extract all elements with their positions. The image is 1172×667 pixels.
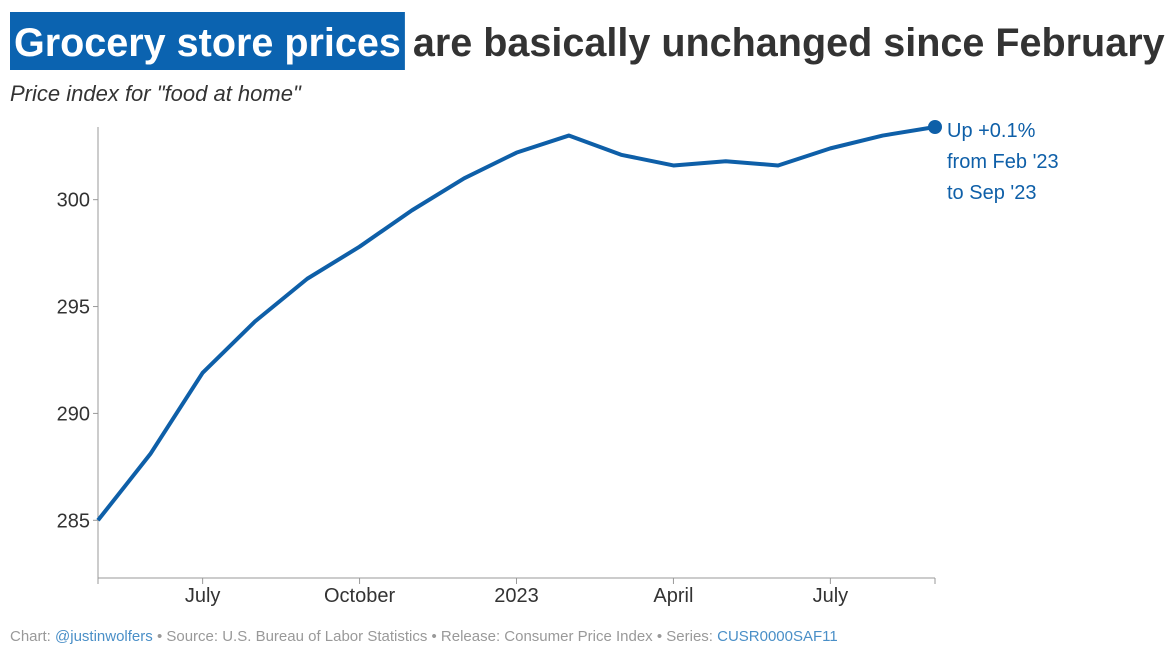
y-tick-label: 290 (57, 403, 90, 425)
source-prefix: Chart: (10, 628, 55, 645)
title-highlight-box (10, 12, 405, 70)
chart-title-highlight: Grocery store prices (14, 21, 401, 65)
source-text: • Source: U.S. Bureau of Labor Statistic… (153, 628, 717, 645)
annotation: from Feb '23 (947, 151, 1059, 173)
x-tick-label: October (324, 585, 395, 607)
y-tick-label: 300 (57, 190, 90, 212)
series-link[interactable]: CUSR0000SAF11 (717, 628, 838, 645)
y-tick-label: 285 (57, 510, 90, 532)
x-tick-label: July (185, 585, 221, 607)
annotation: to Sep '23 (947, 182, 1036, 204)
chart-title: are basically unchanged since February (413, 21, 1165, 65)
x-tick-label: July (813, 585, 849, 607)
chart-subtitle: Price index for "food at home" (10, 81, 302, 106)
author-link[interactable]: @justinwolfers (55, 628, 153, 645)
end-point (928, 120, 942, 134)
x-tick-label: April (653, 585, 693, 607)
source-note: Chart: @justinwolfers • Source: U.S. Bur… (10, 628, 838, 645)
annotation: Up +0.1% (947, 120, 1036, 142)
y-tick-label: 295 (57, 297, 90, 319)
line-series (96, 125, 936, 522)
x-tick-label: 2023 (494, 585, 539, 607)
